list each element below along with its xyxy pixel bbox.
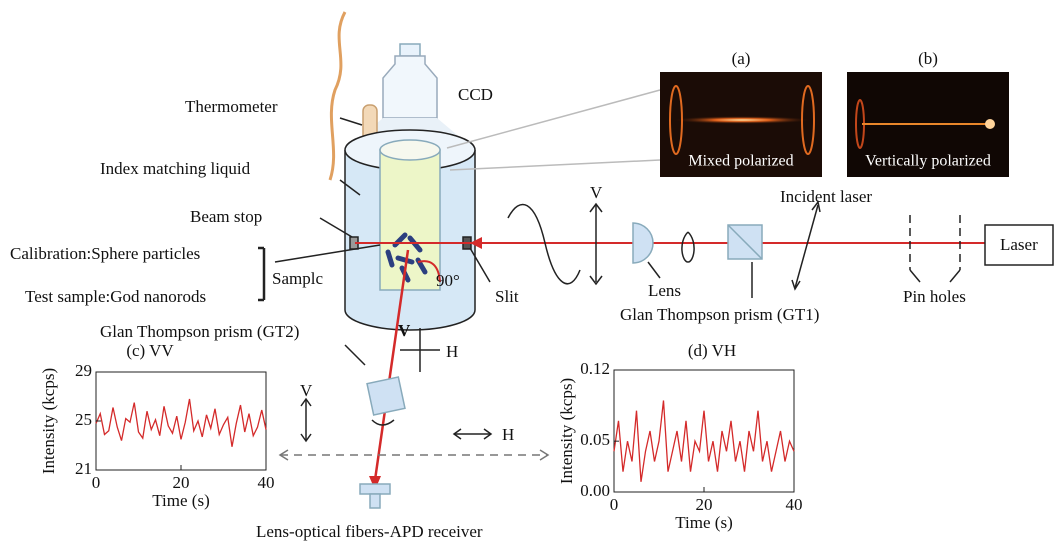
label: Pin holes	[903, 287, 966, 306]
label: Index matching liquid	[100, 159, 251, 178]
label: V	[300, 381, 313, 400]
label: Test sample:God nanorods	[25, 287, 206, 306]
y-tick-label: 21	[75, 459, 92, 478]
x-axis-label: Time (s)	[675, 513, 732, 532]
y-axis-label: Intensity (kcps)	[557, 378, 576, 484]
drawing	[258, 11, 1054, 509]
y-tick-label: 0.00	[580, 481, 610, 500]
label: Incident laser	[780, 187, 872, 206]
y-tick-label: 0.05	[580, 430, 610, 449]
plot-frame	[613, 369, 795, 493]
y-axis-label: Intensity (kcps)	[39, 368, 58, 474]
x-tick-label: 40	[258, 473, 275, 492]
label: Thermometer	[185, 97, 278, 116]
x-tick-label: 0	[92, 473, 101, 492]
y-tick-label: 0.12	[580, 359, 610, 378]
x-tick-label: 20	[696, 495, 713, 514]
labels: Thermometer CCD Index matching liquid Be…	[10, 49, 1038, 541]
label: CCD	[458, 85, 493, 104]
plot-title: (c) VV	[126, 341, 174, 360]
label: Glan Thompson prism (GT2)	[100, 322, 299, 341]
label: Lens-optical fibers-APD receiver	[256, 522, 483, 541]
y-tick-label: 25	[75, 410, 92, 429]
label: V	[398, 321, 411, 340]
label: 90°	[436, 271, 460, 290]
y-tick-label: 29	[75, 361, 92, 380]
label: V	[590, 183, 603, 202]
label: H	[502, 425, 514, 444]
label: Lens	[648, 281, 681, 300]
label: Samplc	[272, 269, 323, 288]
label: Calibration:Sphere particles	[10, 244, 200, 263]
inset-caption: Vertically polarized	[865, 153, 991, 170]
x-axis-label: Time (s)	[152, 491, 209, 510]
inset-caption: Mixed polarized	[688, 153, 793, 170]
plot-title: (d) VH	[688, 341, 736, 360]
label: Glan Thompson prism (GT1)	[620, 305, 819, 324]
inset-tag: (a)	[732, 49, 751, 68]
label: Laser	[1000, 235, 1038, 254]
trace	[95, 398, 267, 447]
trace	[613, 400, 795, 482]
x-tick-label: 40	[786, 495, 803, 514]
label: H	[446, 342, 458, 361]
x-tick-label: 20	[173, 473, 190, 492]
plot-frame	[95, 371, 267, 471]
x-tick-label: 0	[610, 495, 619, 514]
label: Beam stop	[190, 207, 262, 226]
label: Slit	[495, 287, 519, 306]
inset-tag: (b)	[918, 49, 938, 68]
